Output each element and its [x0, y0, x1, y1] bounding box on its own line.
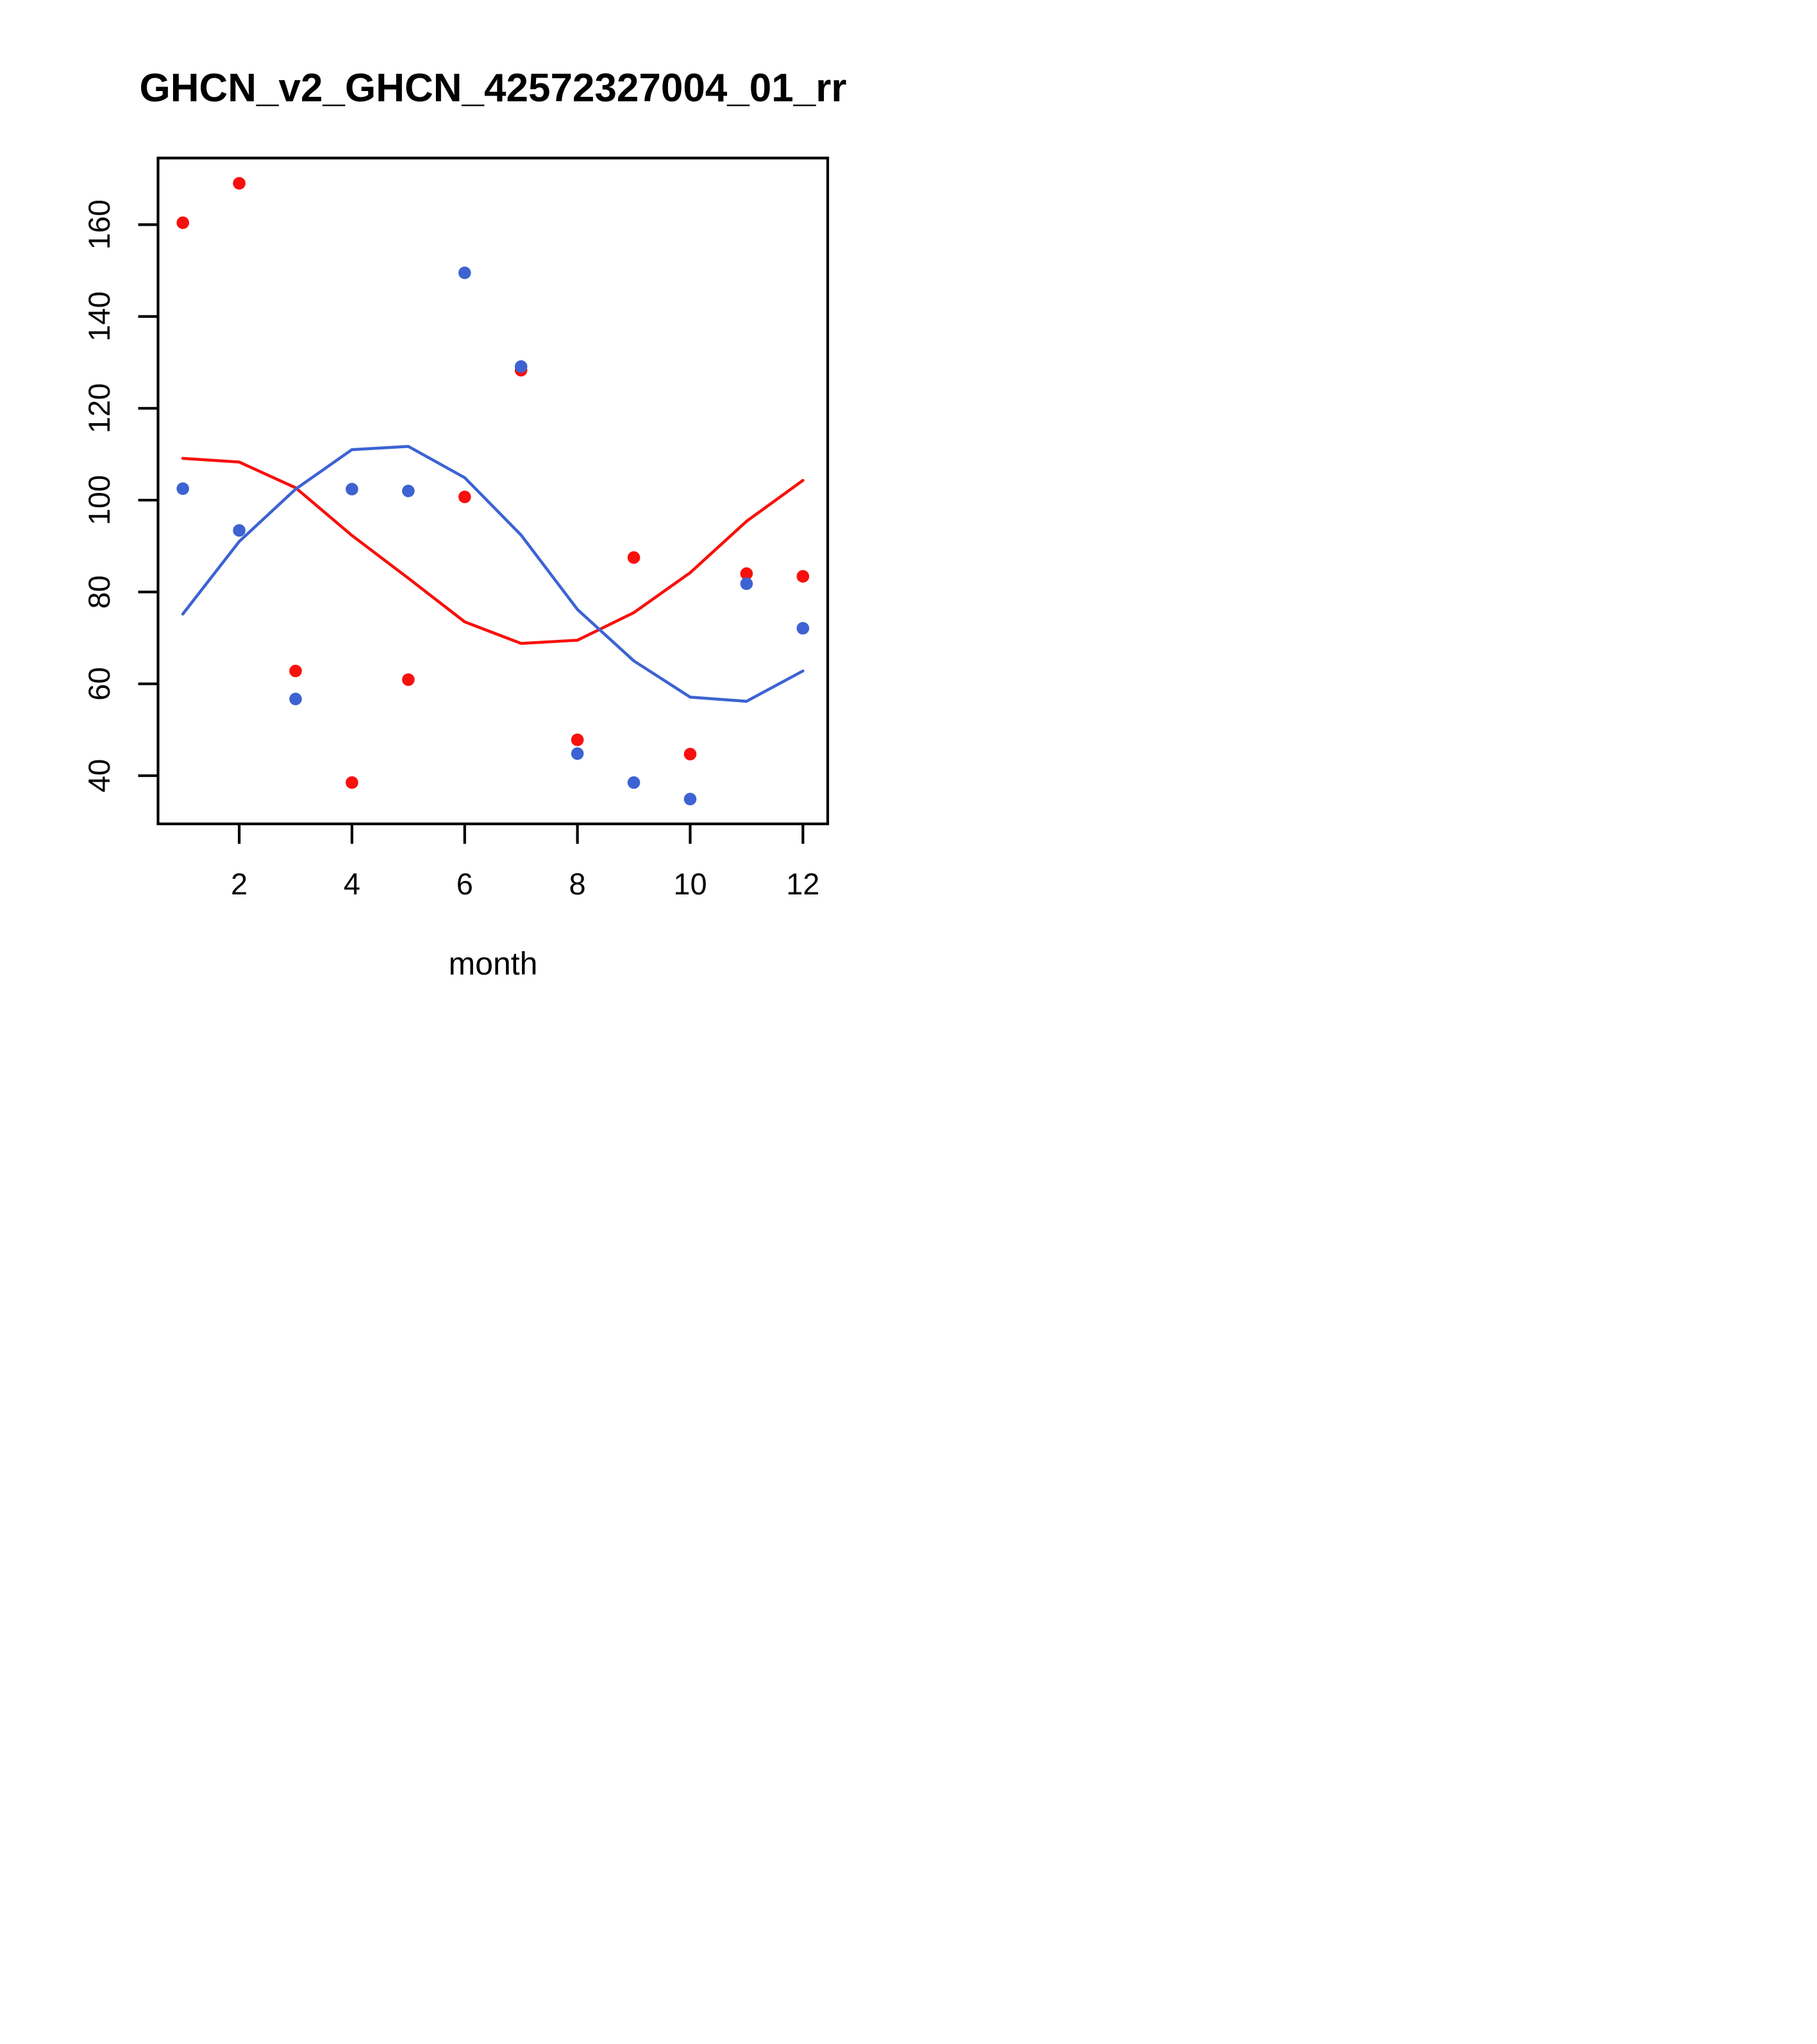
- blue-point: [571, 747, 584, 760]
- red-point: [740, 567, 753, 580]
- y-tick-label: 120: [82, 383, 116, 433]
- blue-point: [402, 484, 415, 498]
- plot-box: [156, 156, 830, 826]
- plot-title: GHCN_v2_GHCN_42572327004_01_rr: [140, 66, 847, 110]
- red-point: [402, 673, 415, 686]
- y-tick-label: 60: [82, 667, 116, 700]
- red-point: [346, 776, 358, 789]
- x-tick-label: 2: [231, 867, 247, 901]
- y-tick-label: 140: [82, 291, 116, 341]
- blue-point: [683, 792, 697, 806]
- red-point: [627, 551, 641, 564]
- red-point: [796, 570, 810, 583]
- y-tick-label: 80: [82, 575, 116, 608]
- blue-point: [514, 360, 528, 373]
- blue-point: [796, 622, 810, 635]
- x-tick-label: 6: [456, 867, 473, 901]
- blue-point: [346, 483, 358, 496]
- figure: 2 4 6 8 10 12 40 60 80 100 120 140 160 GHCN_v2_GHCN…: [0, 0, 908, 1022]
- blue-smooth-line: [181, 444, 805, 703]
- blue-point: [458, 266, 471, 280]
- plot-frame: [156, 156, 830, 826]
- x-tick-label: 8: [569, 867, 586, 901]
- x-axis: 2 4 6 8 10 12: [231, 824, 819, 901]
- y-tick-label: 160: [82, 199, 116, 249]
- red-smooth-line: [181, 457, 805, 645]
- blue-point: [233, 524, 246, 537]
- red-point: [458, 490, 471, 503]
- red-point: [176, 216, 189, 230]
- smooth-lines: [181, 444, 805, 703]
- red-point: [289, 664, 302, 678]
- y-tick-label: 100: [82, 475, 116, 525]
- y-tick-label: 40: [82, 759, 116, 792]
- x-tick-label: 4: [344, 867, 360, 901]
- x-axis-label: month: [449, 946, 538, 982]
- x-tick-label: 10: [673, 867, 707, 901]
- red-point: [571, 733, 584, 746]
- red-point: [233, 177, 246, 190]
- blue-point: [627, 776, 641, 789]
- y-axis: 40 60 80 100 120 140 160: [82, 199, 158, 792]
- data-points: [176, 177, 810, 806]
- scatter-plot: 2 4 6 8 10 12 40 60 80 100 120 140 160 GHCN_v2_GHCN…: [82, 66, 847, 982]
- blue-point: [289, 692, 302, 705]
- blue-point: [740, 577, 753, 591]
- x-tick-label: 12: [786, 867, 819, 901]
- red-point: [683, 748, 697, 760]
- blue-point: [176, 482, 189, 495]
